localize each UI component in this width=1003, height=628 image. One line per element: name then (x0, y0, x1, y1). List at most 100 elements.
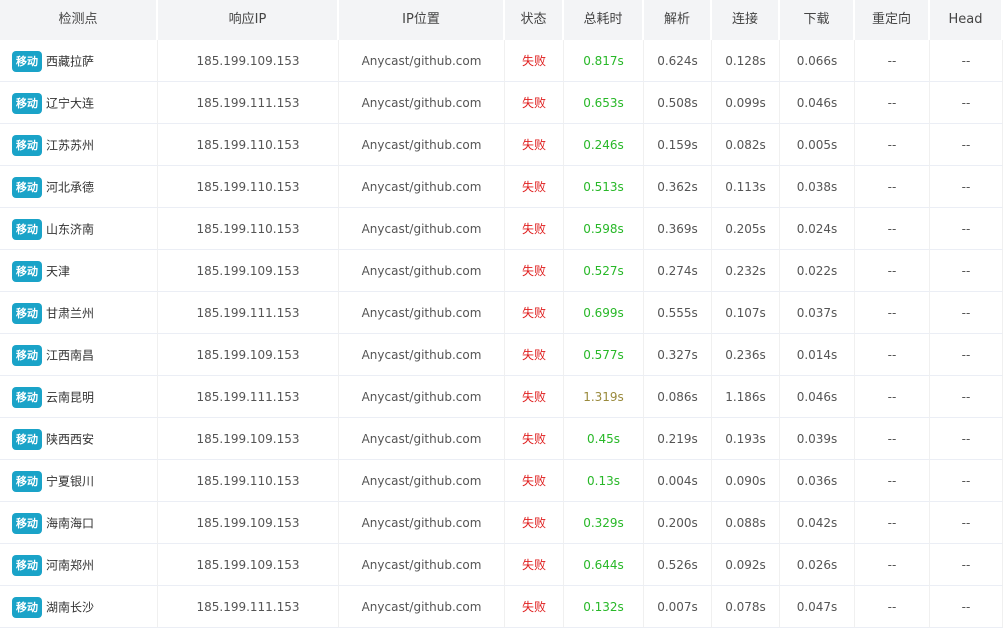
isp-badge: 移动 (12, 471, 42, 492)
cell-redirect: -- (855, 82, 930, 124)
cell-total-time: 0.598s (564, 208, 644, 250)
cell-node: 移动 辽宁大连 (0, 82, 158, 124)
cell-node: 移动 江西南昌 (0, 334, 158, 376)
cell-response-ip: 185.199.111.153 (158, 586, 339, 628)
cell-ip-location: Anycast/github.com (339, 586, 505, 628)
cell-ip-location: Anycast/github.com (339, 544, 505, 586)
cell-connect: 0.236s (712, 334, 780, 376)
cell-total-time: 0.817s (564, 40, 644, 82)
cell-total-time: 0.527s (564, 250, 644, 292)
cell-total-time: 0.577s (564, 334, 644, 376)
cell-total-time: 0.13s (564, 460, 644, 502)
cell-ip-location: Anycast/github.com (339, 418, 505, 460)
node-name: 海南海口 (46, 516, 95, 531)
cell-status: 失败 (505, 544, 564, 586)
cell-head: -- (930, 586, 1003, 628)
header-connect[interactable]: 连接 (712, 0, 780, 40)
cell-connect: 0.128s (712, 40, 780, 82)
cell-dns: 0.159s (644, 124, 712, 166)
cell-status: 失败 (505, 586, 564, 628)
cell-head: -- (930, 460, 1003, 502)
cell-response-ip: 185.199.111.153 (158, 292, 339, 334)
node-name: 江苏苏州 (46, 138, 95, 153)
cell-head: -- (930, 82, 1003, 124)
cell-head: -- (930, 208, 1003, 250)
cell-redirect: -- (855, 40, 930, 82)
cell-dns: 0.624s (644, 40, 712, 82)
cell-node: 移动 宁夏银川 (0, 460, 158, 502)
node-name: 辽宁大连 (46, 96, 95, 111)
cell-response-ip: 185.199.109.153 (158, 250, 339, 292)
cell-response-ip: 185.199.109.153 (158, 544, 339, 586)
cell-ip-location: Anycast/github.com (339, 40, 505, 82)
cell-total-time: 0.246s (564, 124, 644, 166)
cell-download: 0.046s (780, 376, 855, 418)
cell-dns: 0.004s (644, 460, 712, 502)
cell-download: 0.026s (780, 544, 855, 586)
node-name: 江西南昌 (46, 348, 95, 363)
cell-node: 移动 河北承德 (0, 166, 158, 208)
cell-ip-location: Anycast/github.com (339, 376, 505, 418)
node-name: 湖南长沙 (46, 600, 95, 615)
cell-status: 失败 (505, 502, 564, 544)
cell-download: 0.038s (780, 166, 855, 208)
isp-badge: 移动 (12, 135, 42, 156)
isp-badge: 移动 (12, 177, 42, 198)
cell-connect: 0.107s (712, 292, 780, 334)
header-dns[interactable]: 解析 (644, 0, 712, 40)
cell-download: 0.037s (780, 292, 855, 334)
cell-ip-location: Anycast/github.com (339, 334, 505, 376)
cell-response-ip: 185.199.110.153 (158, 208, 339, 250)
cell-redirect: -- (855, 460, 930, 502)
header-redirect[interactable]: 重定向 (855, 0, 930, 40)
cell-connect: 0.090s (712, 460, 780, 502)
cell-node: 移动 天津 (0, 250, 158, 292)
header-response-ip[interactable]: 响应IP (158, 0, 339, 40)
isp-badge: 移动 (12, 429, 42, 450)
header-total-time[interactable]: 总耗时 (564, 0, 644, 40)
cell-total-time: 0.699s (564, 292, 644, 334)
header-download[interactable]: 下载 (780, 0, 855, 40)
cell-ip-location: Anycast/github.com (339, 292, 505, 334)
cell-head: -- (930, 376, 1003, 418)
cell-ip-location: Anycast/github.com (339, 250, 505, 292)
cell-dns: 0.007s (644, 586, 712, 628)
cell-response-ip: 185.199.109.153 (158, 334, 339, 376)
cell-download: 0.046s (780, 82, 855, 124)
header-ip-location[interactable]: IP位置 (339, 0, 505, 40)
cell-node: 移动 云南昆明 (0, 376, 158, 418)
cell-response-ip: 185.199.109.153 (158, 418, 339, 460)
isp-badge: 移动 (12, 261, 42, 282)
cell-dns: 0.369s (644, 208, 712, 250)
isp-badge: 移动 (12, 345, 42, 366)
header-status[interactable]: 状态 (505, 0, 564, 40)
cell-connect: 0.232s (712, 250, 780, 292)
cell-redirect: -- (855, 586, 930, 628)
cell-download: 0.036s (780, 460, 855, 502)
isp-badge: 移动 (12, 597, 42, 618)
cell-connect: 0.088s (712, 502, 780, 544)
cell-status: 失败 (505, 166, 564, 208)
cell-connect: 0.113s (712, 166, 780, 208)
header-head[interactable]: Head (930, 0, 1003, 40)
cell-status: 失败 (505, 292, 564, 334)
node-name: 山东济南 (46, 222, 95, 237)
cell-response-ip: 185.199.109.153 (158, 502, 339, 544)
cell-response-ip: 185.199.110.153 (158, 124, 339, 166)
cell-redirect: -- (855, 502, 930, 544)
cell-connect: 1.186s (712, 376, 780, 418)
cell-dns: 0.555s (644, 292, 712, 334)
cell-connect: 0.078s (712, 586, 780, 628)
cell-dns: 0.327s (644, 334, 712, 376)
cell-total-time: 0.45s (564, 418, 644, 460)
cell-redirect: -- (855, 124, 930, 166)
cell-node: 移动 湖南长沙 (0, 586, 158, 628)
cell-download: 0.022s (780, 250, 855, 292)
cell-total-time: 0.644s (564, 544, 644, 586)
isp-badge: 移动 (12, 387, 42, 408)
isp-badge: 移动 (12, 303, 42, 324)
cell-dns: 0.086s (644, 376, 712, 418)
header-node[interactable]: 检测点 (0, 0, 158, 40)
cell-head: -- (930, 292, 1003, 334)
